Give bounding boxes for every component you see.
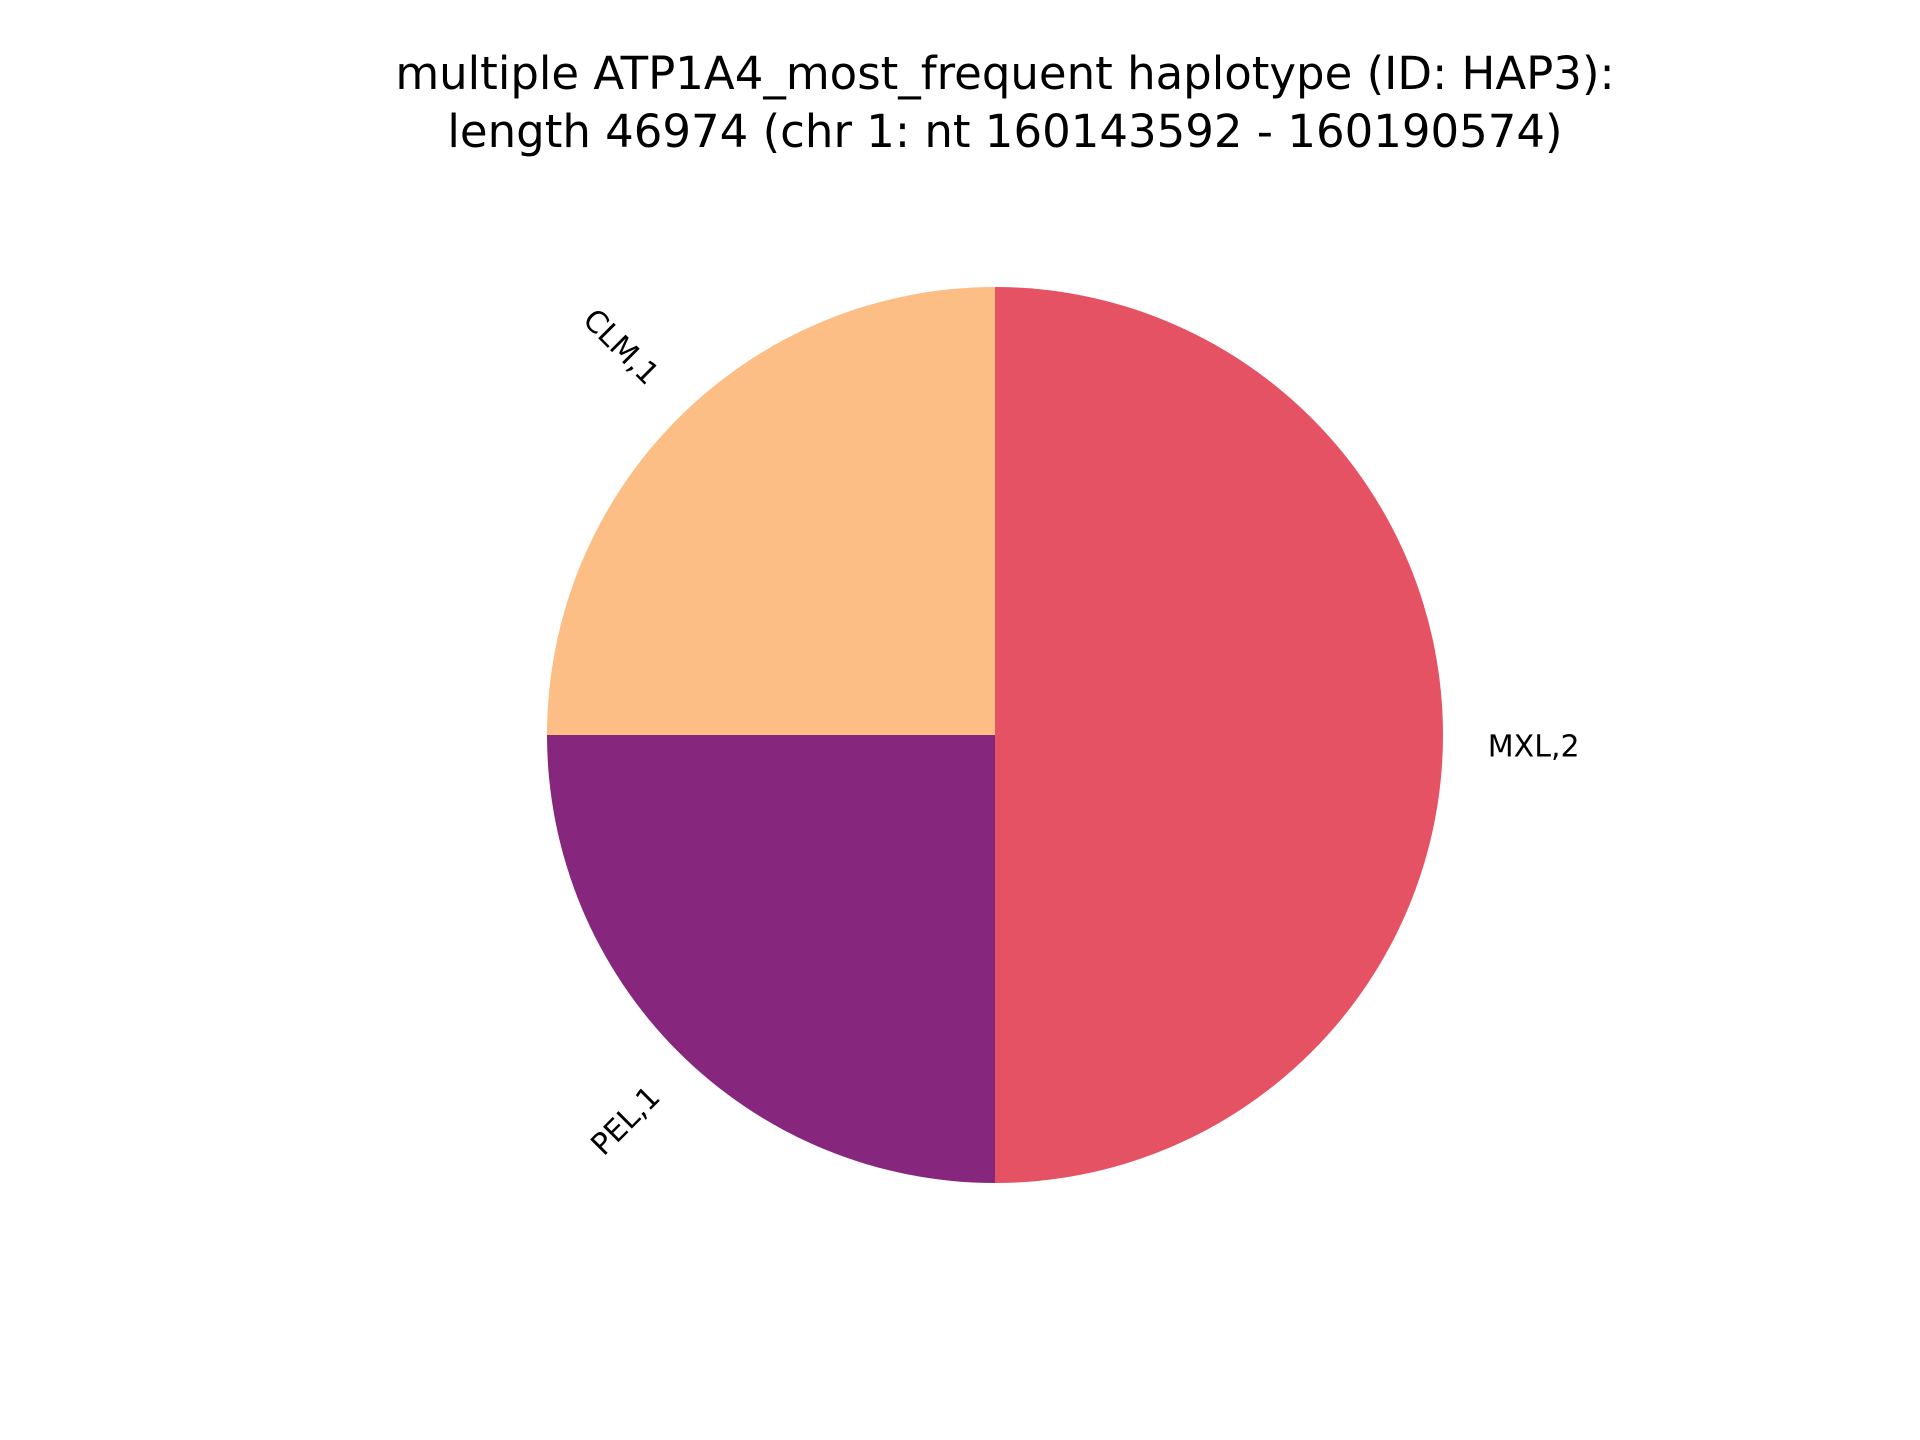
chart-subtitle: length 46974 (chr 1: nt 160143592 - 1601… — [447, 105, 1562, 158]
pie-slice-label-pel: PEL,1 — [584, 1080, 667, 1163]
chart-title: multiple ATP1A4_most_frequent haplotype … — [395, 47, 1614, 100]
pie-slice-clm — [547, 287, 995, 735]
pie-slice-label-mxl: MXL,2 — [1488, 730, 1580, 765]
pie-slice-pel — [547, 735, 995, 1183]
pie-slice-mxl — [995, 287, 1443, 1183]
pie-slices — [547, 287, 1443, 1183]
pie-slice-label-clm: CLM,1 — [576, 302, 666, 392]
